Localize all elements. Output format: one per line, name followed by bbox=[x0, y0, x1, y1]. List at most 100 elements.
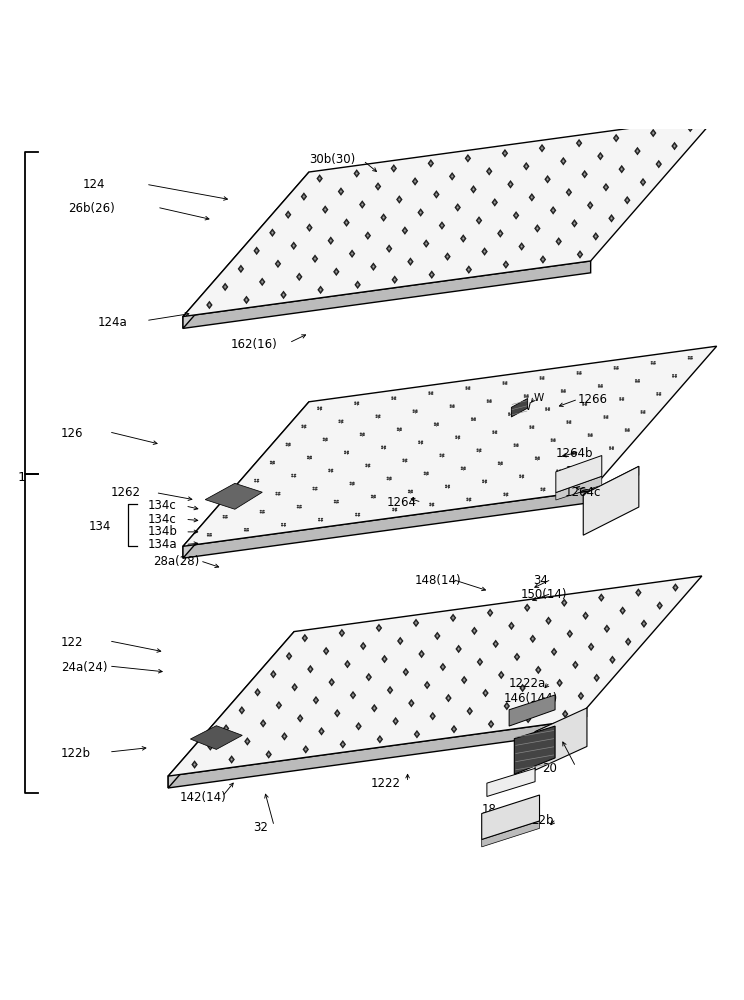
Polygon shape bbox=[371, 262, 376, 271]
Polygon shape bbox=[462, 678, 466, 683]
Ellipse shape bbox=[365, 465, 368, 467]
Text: 126: 126 bbox=[61, 427, 83, 440]
Ellipse shape bbox=[545, 407, 548, 409]
Ellipse shape bbox=[365, 464, 368, 465]
Polygon shape bbox=[351, 693, 355, 698]
Ellipse shape bbox=[331, 471, 333, 472]
Polygon shape bbox=[584, 173, 586, 175]
Ellipse shape bbox=[323, 439, 325, 441]
Ellipse shape bbox=[651, 363, 653, 365]
Polygon shape bbox=[603, 624, 610, 633]
Polygon shape bbox=[604, 185, 608, 190]
Ellipse shape bbox=[281, 525, 283, 526]
Polygon shape bbox=[302, 194, 306, 199]
Polygon shape bbox=[193, 762, 196, 767]
Ellipse shape bbox=[431, 391, 434, 393]
Polygon shape bbox=[445, 694, 452, 702]
Polygon shape bbox=[371, 264, 375, 269]
Ellipse shape bbox=[415, 411, 417, 413]
Polygon shape bbox=[321, 730, 322, 733]
Ellipse shape bbox=[476, 450, 478, 452]
Ellipse shape bbox=[371, 495, 373, 496]
Polygon shape bbox=[404, 229, 405, 232]
Polygon shape bbox=[270, 670, 277, 679]
Polygon shape bbox=[441, 224, 443, 227]
Polygon shape bbox=[453, 728, 455, 730]
Ellipse shape bbox=[596, 466, 598, 468]
Ellipse shape bbox=[487, 401, 489, 403]
Polygon shape bbox=[688, 125, 692, 130]
Ellipse shape bbox=[504, 493, 506, 494]
Ellipse shape bbox=[440, 455, 442, 457]
Ellipse shape bbox=[431, 393, 434, 395]
Ellipse shape bbox=[445, 486, 447, 488]
Ellipse shape bbox=[614, 366, 616, 368]
Polygon shape bbox=[641, 180, 645, 185]
Polygon shape bbox=[318, 286, 324, 294]
Ellipse shape bbox=[434, 424, 436, 426]
Polygon shape bbox=[296, 273, 303, 281]
Polygon shape bbox=[424, 681, 430, 689]
Ellipse shape bbox=[580, 482, 583, 484]
Polygon shape bbox=[476, 216, 482, 225]
Polygon shape bbox=[577, 141, 581, 146]
Polygon shape bbox=[505, 263, 507, 266]
Polygon shape bbox=[382, 657, 386, 662]
Polygon shape bbox=[487, 609, 493, 617]
Polygon shape bbox=[268, 753, 269, 756]
Ellipse shape bbox=[516, 445, 519, 447]
Polygon shape bbox=[510, 625, 513, 627]
Polygon shape bbox=[393, 277, 397, 282]
Ellipse shape bbox=[318, 518, 320, 520]
Ellipse shape bbox=[502, 381, 504, 383]
Polygon shape bbox=[472, 187, 475, 192]
Polygon shape bbox=[605, 626, 609, 631]
Ellipse shape bbox=[659, 392, 661, 394]
Ellipse shape bbox=[344, 452, 346, 454]
Polygon shape bbox=[497, 229, 504, 238]
Polygon shape bbox=[313, 256, 317, 261]
Polygon shape bbox=[281, 732, 288, 741]
Ellipse shape bbox=[543, 489, 545, 491]
Text: 134a: 134a bbox=[148, 538, 178, 551]
Polygon shape bbox=[312, 696, 319, 705]
Polygon shape bbox=[467, 157, 469, 160]
Polygon shape bbox=[429, 712, 436, 720]
Polygon shape bbox=[324, 208, 326, 211]
Polygon shape bbox=[488, 170, 490, 173]
Ellipse shape bbox=[384, 446, 386, 447]
Polygon shape bbox=[511, 398, 527, 417]
Ellipse shape bbox=[353, 484, 355, 485]
Ellipse shape bbox=[379, 414, 381, 416]
Polygon shape bbox=[515, 214, 517, 217]
Text: 18: 18 bbox=[481, 803, 496, 816]
Polygon shape bbox=[609, 214, 615, 223]
Polygon shape bbox=[446, 696, 450, 701]
Polygon shape bbox=[299, 717, 301, 720]
Polygon shape bbox=[612, 659, 613, 661]
Ellipse shape bbox=[336, 500, 339, 501]
Polygon shape bbox=[328, 678, 335, 686]
Ellipse shape bbox=[408, 491, 410, 493]
Ellipse shape bbox=[548, 407, 550, 409]
Ellipse shape bbox=[468, 386, 470, 388]
Ellipse shape bbox=[394, 396, 397, 398]
Polygon shape bbox=[339, 740, 346, 749]
Polygon shape bbox=[507, 180, 514, 189]
Ellipse shape bbox=[501, 461, 503, 463]
Polygon shape bbox=[495, 643, 496, 645]
Polygon shape bbox=[535, 708, 587, 741]
Ellipse shape bbox=[387, 477, 389, 478]
Ellipse shape bbox=[535, 456, 537, 458]
Ellipse shape bbox=[339, 420, 341, 421]
Polygon shape bbox=[246, 299, 247, 301]
Polygon shape bbox=[431, 714, 434, 719]
Polygon shape bbox=[254, 246, 260, 255]
Ellipse shape bbox=[400, 427, 402, 429]
Polygon shape bbox=[292, 243, 295, 248]
Polygon shape bbox=[356, 282, 359, 287]
Polygon shape bbox=[426, 683, 429, 688]
Polygon shape bbox=[535, 708, 587, 770]
Text: 1: 1 bbox=[18, 471, 26, 484]
Ellipse shape bbox=[381, 446, 383, 447]
